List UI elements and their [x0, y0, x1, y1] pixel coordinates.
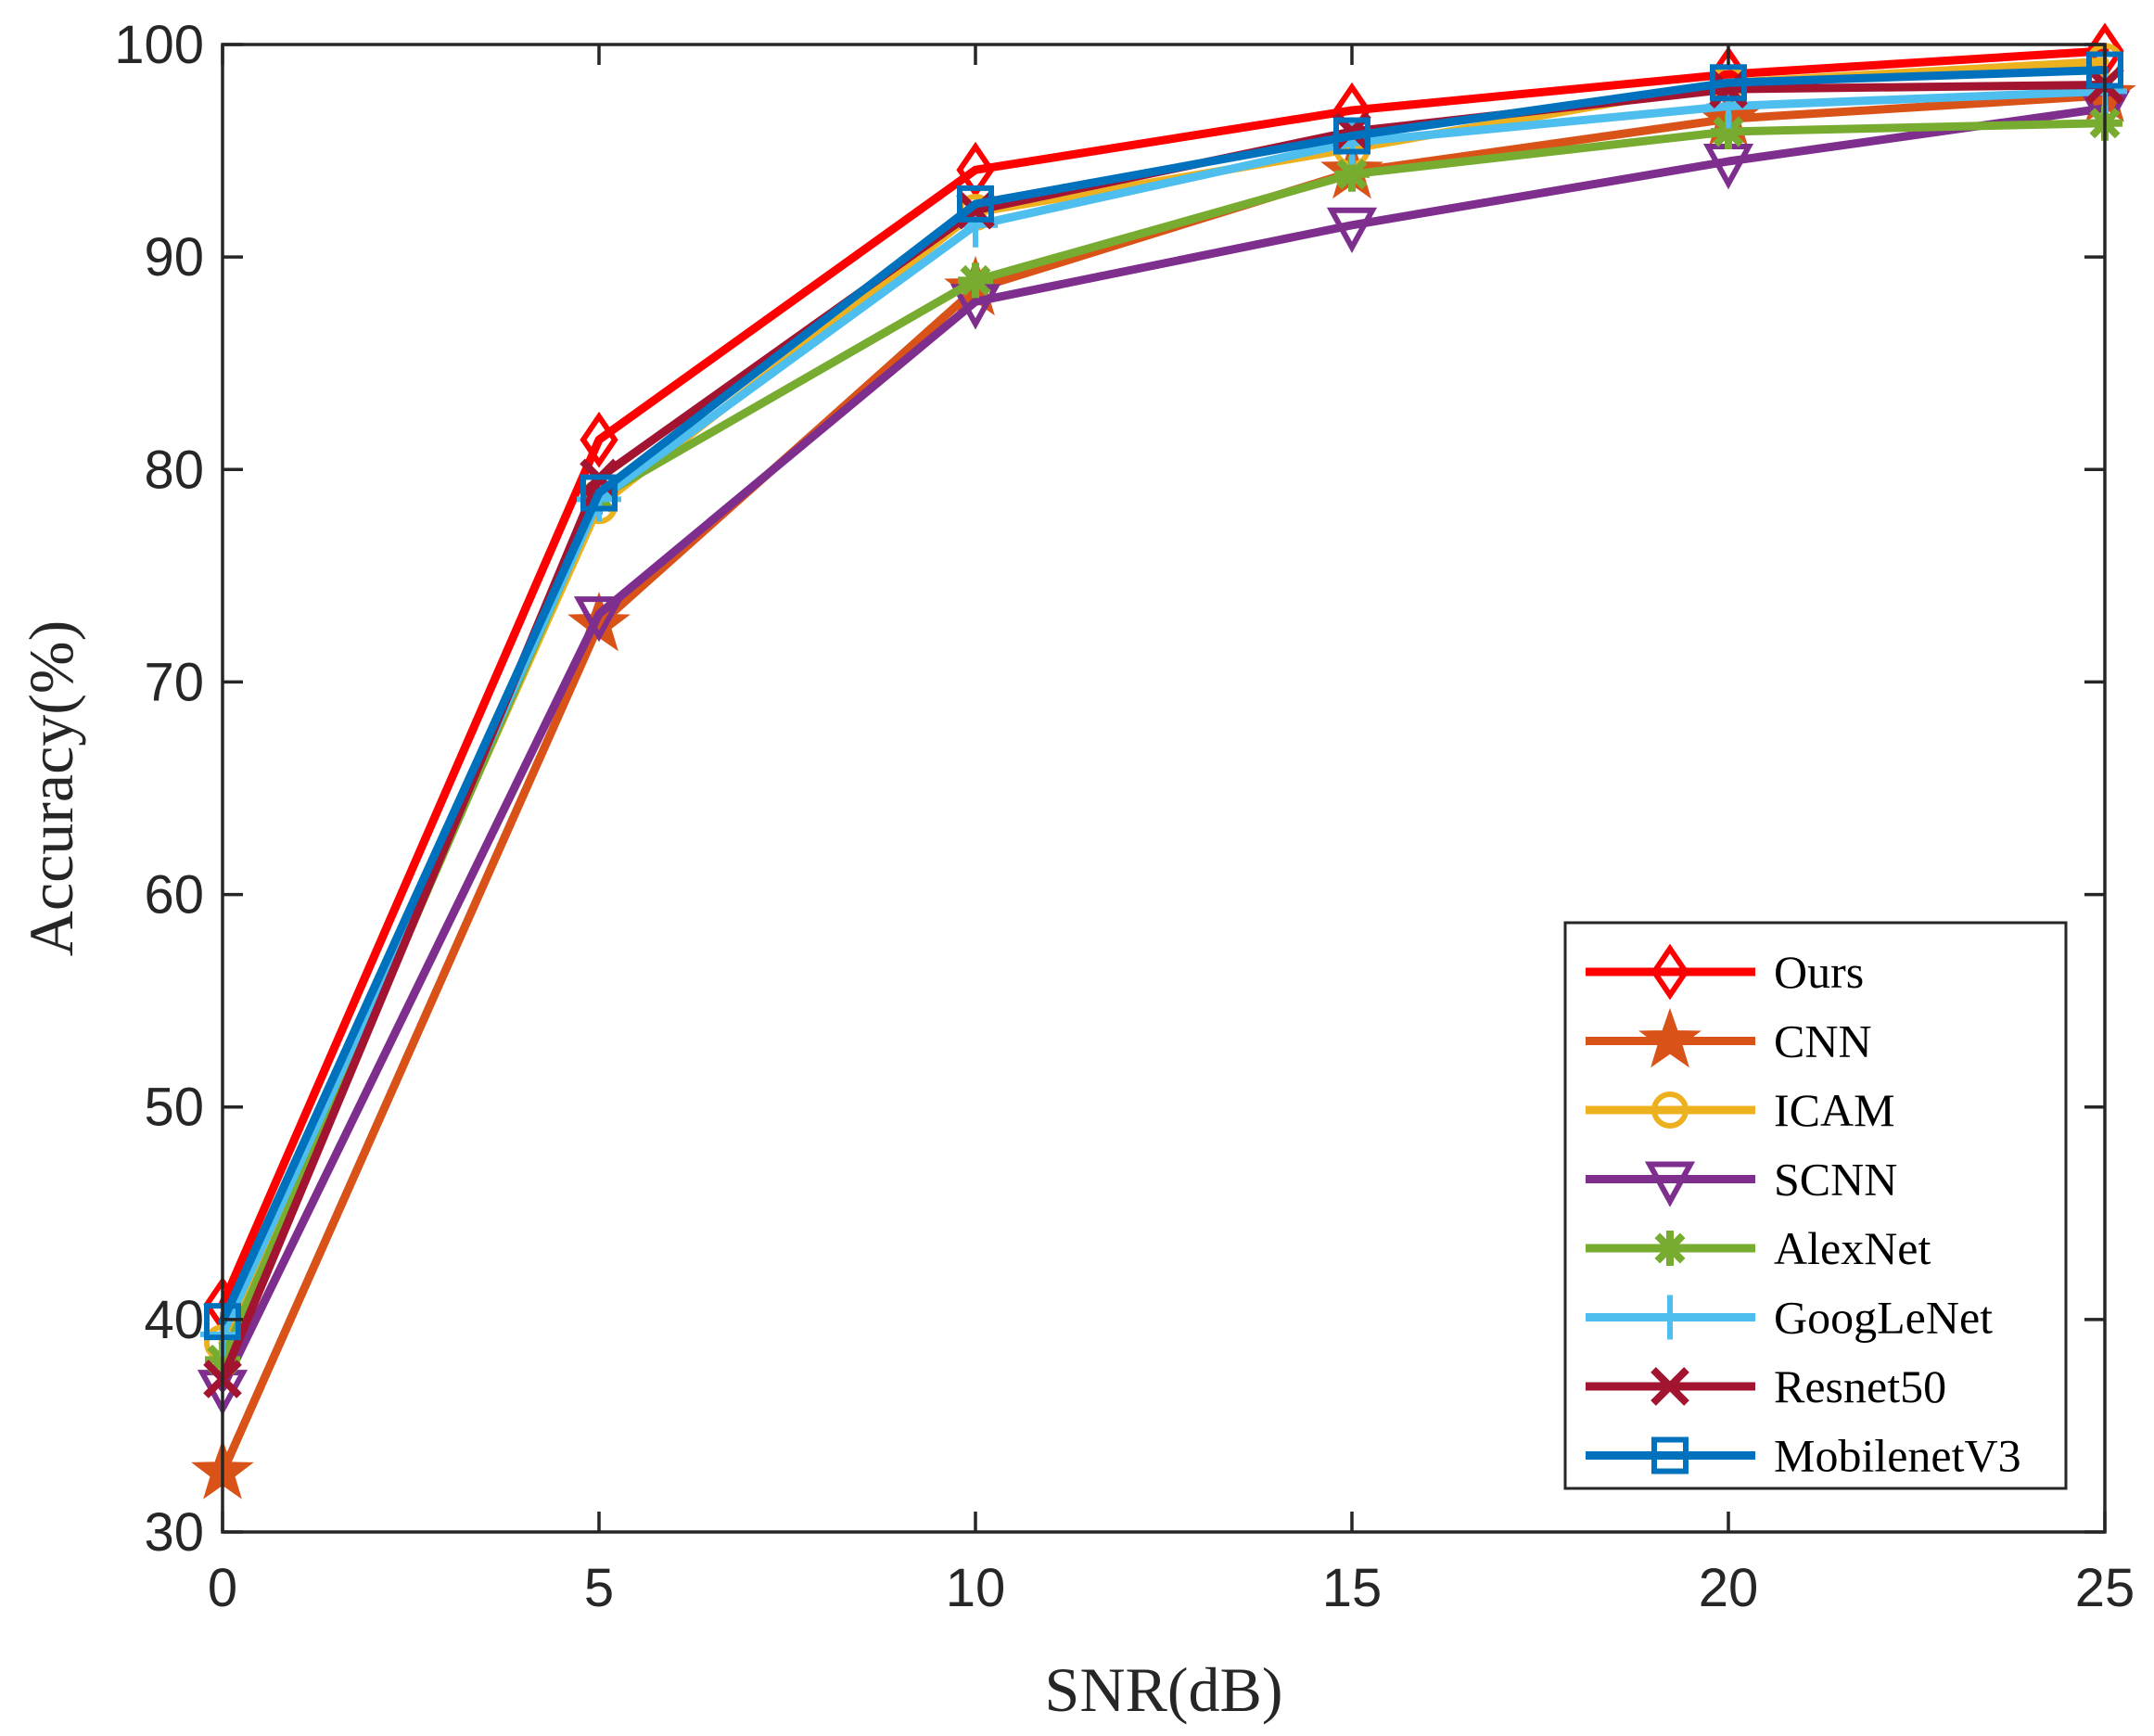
y-tick-label: 50: [144, 1078, 204, 1138]
legend-label-googlenet: GoogLeNet: [1774, 1292, 1993, 1344]
legend-label-cnn: CNN: [1774, 1015, 1872, 1067]
y-tick-label: 90: [144, 227, 204, 287]
legend-item-cnn: CNN: [1586, 1007, 1872, 1068]
legend: Ours CNN ICAM SCNN AlexNet GoogLeNet Resnet50 M…: [1563, 921, 2068, 1490]
data-point-alexnet: [1334, 156, 1370, 192]
y-tick-label: 70: [144, 652, 204, 712]
x-axis-label: SNR(dB): [1045, 1654, 1283, 1725]
legend-item-resnet50: Resnet50: [1586, 1360, 1946, 1412]
legend-marker-mobilenetv3: [1651, 1436, 1689, 1474]
x-tick-label: 5: [584, 1558, 614, 1618]
legend-item-googlenet: GoogLeNet: [1586, 1292, 1993, 1344]
x-tick-label: 25: [2075, 1558, 2135, 1618]
y-tick-label: 30: [144, 1502, 204, 1563]
legend-label-alexnet: AlexNet: [1774, 1222, 1931, 1274]
series-line-mobilenetv3: [218, 66, 2109, 1326]
y-tick-label: 60: [144, 865, 204, 925]
data-point-mobilenetv3: [580, 474, 618, 512]
x-tick-label: 0: [208, 1558, 237, 1618]
legend-item-scnn: SCNN: [1586, 1154, 1897, 1207]
x-tick-label: 15: [1322, 1558, 1383, 1618]
series-line-scnn: [218, 104, 2109, 1392]
series-mobilenetv3: [204, 51, 2123, 1341]
data-point-alexnet: [958, 262, 993, 299]
legend-marker-scnn: [1644, 1161, 1696, 1207]
y-tick-label: 100: [114, 15, 204, 75]
x-tick-label: 10: [946, 1558, 1006, 1618]
legend-label-resnet50: Resnet50: [1774, 1360, 1946, 1412]
legend-label-ours: Ours: [1774, 946, 1864, 998]
axes-layer: 0 5 10 15 20 25 30 40 50 60 70 80 90 100: [114, 15, 2135, 1618]
data-point-mobilenetv3: [1710, 64, 1747, 102]
y-axis-label: Accuracy(%): [16, 620, 86, 956]
data-point-ours: [580, 411, 618, 468]
legend-label-icam: ICAM: [1774, 1084, 1895, 1136]
legend-marker-icam: [1651, 1091, 1689, 1129]
legend-label-mobilenetv3: MobilenetV3: [1774, 1430, 2021, 1482]
y-tick-label: 40: [144, 1290, 204, 1350]
data-point-ours: [956, 141, 995, 198]
data-point-alexnet: [1711, 113, 1746, 149]
legend-box: [1563, 921, 2068, 1490]
series-line-ours: [218, 46, 2109, 1309]
legend-item-mobilenetv3: MobilenetV3: [1586, 1430, 2021, 1482]
legend-item-alexnet: AlexNet: [1586, 1222, 1931, 1274]
legend-marker-alexnet: [1652, 1231, 1688, 1266]
legend-marker-ours: [1651, 943, 1689, 1001]
data-point-scnn: [1326, 207, 1378, 253]
x-tick-label: 20: [1699, 1558, 1759, 1618]
plot-frame: [221, 43, 2107, 1534]
data-point-mobilenetv3: [1333, 117, 1370, 155]
data-point-scnn: [573, 596, 625, 643]
legend-item-ours: Ours: [1586, 943, 1864, 1001]
legend-item-icam: ICAM: [1586, 1084, 1895, 1136]
legend-marker-resnet50: [1651, 1367, 1689, 1406]
legend-label-scnn: SCNN: [1774, 1154, 1897, 1206]
y-tick-label: 80: [144, 440, 204, 500]
legend-marker-cnn: [1638, 1007, 1702, 1068]
legend-marker-googlenet: [1648, 1295, 1692, 1340]
data-point-mobilenetv3: [957, 185, 994, 223]
